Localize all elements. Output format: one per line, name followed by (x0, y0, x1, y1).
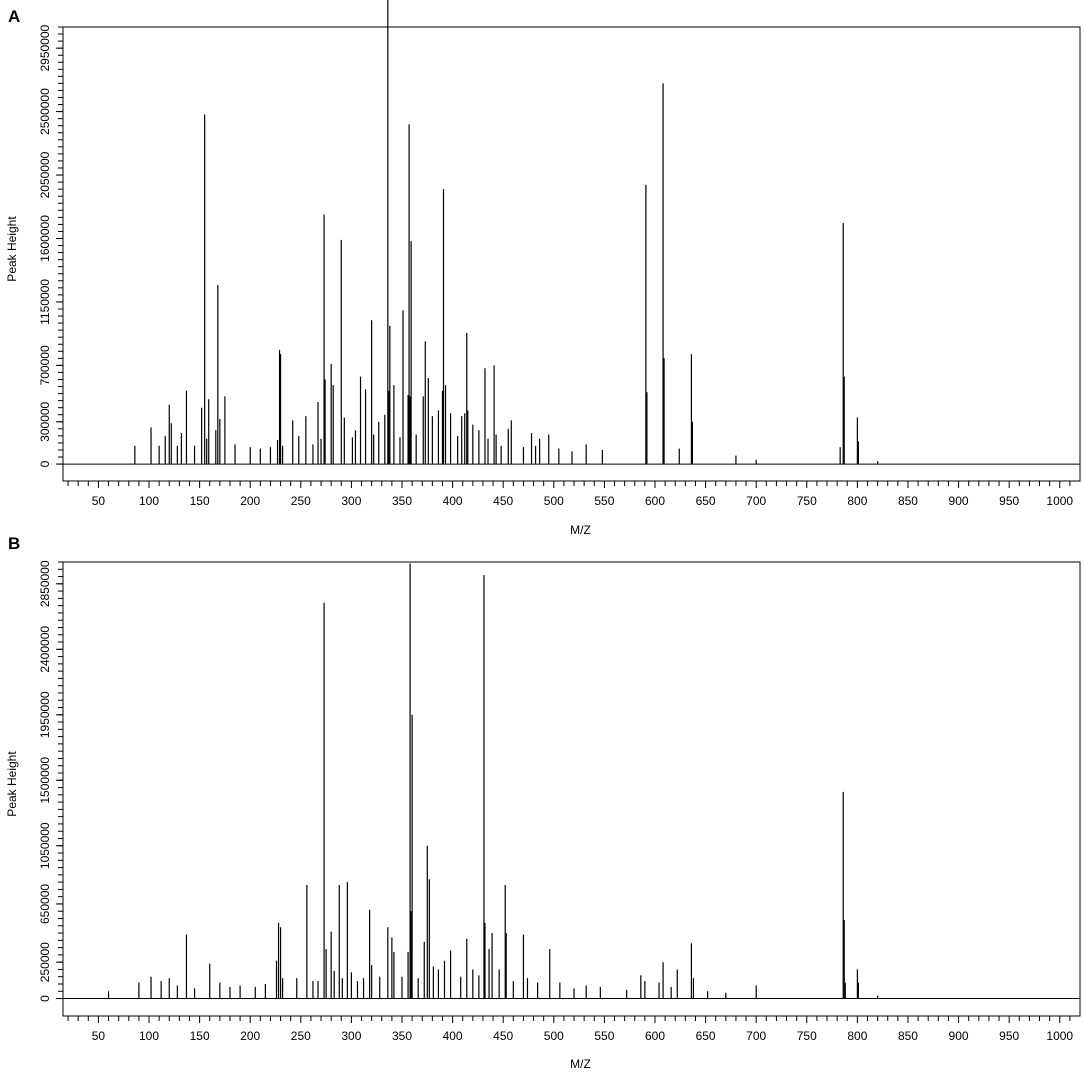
x-tick-label: 600 (645, 494, 665, 508)
x-tick-label: 900 (949, 1029, 969, 1043)
panel-letter: A (8, 7, 20, 26)
x-tick-label: 300 (341, 1029, 361, 1043)
x-tick-label: 800 (847, 1029, 867, 1043)
x-tick-label: 550 (594, 1029, 614, 1043)
y-tick-label: 2500000 (38, 88, 52, 135)
x-tick-label: 850 (898, 1029, 918, 1043)
x-tick-label: 500 (544, 1029, 564, 1043)
x-tick-label: 350 (392, 494, 412, 508)
x-tick-label: 600 (645, 1029, 665, 1043)
y-tick-label: 1050000 (38, 822, 52, 869)
x-tick-label: 100 (139, 1029, 159, 1043)
x-tick-label: 50 (92, 494, 106, 508)
x-tick-label: 850 (898, 494, 918, 508)
x-tick-label: 1000 (1046, 494, 1073, 508)
y-tick-label: 700000 (38, 345, 52, 385)
x-tick-label: 750 (797, 494, 817, 508)
x-tick-label: 550 (594, 494, 614, 508)
panel-b: B 50 100 150 200 250 300 350 400 450 500 550 600 650 7… (5, 534, 1081, 1071)
y-axis-title: Peak Height (5, 751, 19, 817)
x-tick-label: 350 (392, 1029, 412, 1043)
x-tick-label: 150 (190, 1029, 210, 1043)
panel-letter: B (8, 534, 20, 553)
y-tick-label: 2950000 (38, 24, 52, 71)
x-tick-label: 400 (443, 1029, 463, 1043)
x-tick-label: 500 (544, 494, 564, 508)
x-axis-title: M/Z (570, 1057, 591, 1071)
x-tick-label: 1000 (1046, 1029, 1073, 1043)
x-tick-label: 750 (797, 1029, 817, 1043)
x-tick-label: 100 (139, 494, 159, 508)
x-tick-label: 250 (291, 1029, 311, 1043)
y-tick-label: 1150000 (38, 279, 52, 325)
y-tick-label: 2850000 (38, 560, 52, 607)
y-tick-label: 1600000 (38, 215, 52, 262)
y-tick-label: 2050000 (38, 151, 52, 198)
plot-frame (62, 561, 1081, 1017)
panel-a: A 50 100 150 200 250 300 350 400 450 500 550 600 650 7… (5, 0, 1081, 537)
x-tick-label: 900 (949, 494, 969, 508)
x-tick-label: 150 (190, 494, 210, 508)
x-tick-label: 250 (291, 494, 311, 508)
x-tick-label: 450 (493, 494, 513, 508)
x-tick-label: 950 (999, 1029, 1019, 1043)
y-tick-label: 0 (38, 995, 52, 1002)
y-tick-label: 1950000 (38, 691, 52, 738)
y-tick-label: 300000 (38, 401, 52, 441)
x-tick-label: 800 (847, 494, 867, 508)
y-tick-label: 1500000 (38, 757, 52, 804)
x-tick-label: 50 (92, 1029, 106, 1043)
plot-frame (62, 26, 1081, 482)
x-tick-label: 700 (746, 494, 766, 508)
x-tick-label: 200 (240, 494, 260, 508)
y-tick-label: 0 (38, 460, 52, 467)
y-tick-label: 250000 (38, 942, 52, 982)
x-tick-label: 650 (696, 1029, 716, 1043)
x-tick-label: 400 (443, 494, 463, 508)
y-tick-label: 650000 (38, 884, 52, 924)
x-axis-title: M/Z (570, 523, 591, 537)
y-axis-title: Peak Height (5, 216, 19, 282)
x-tick-label: 950 (999, 494, 1019, 508)
x-tick-label: 650 (696, 494, 716, 508)
x-tick-label: 450 (493, 1029, 513, 1043)
y-tick-label: 2400000 (38, 626, 52, 673)
x-tick-label: 200 (240, 1029, 260, 1043)
x-tick-label: 300 (341, 494, 361, 508)
x-tick-label: 700 (746, 1029, 766, 1043)
